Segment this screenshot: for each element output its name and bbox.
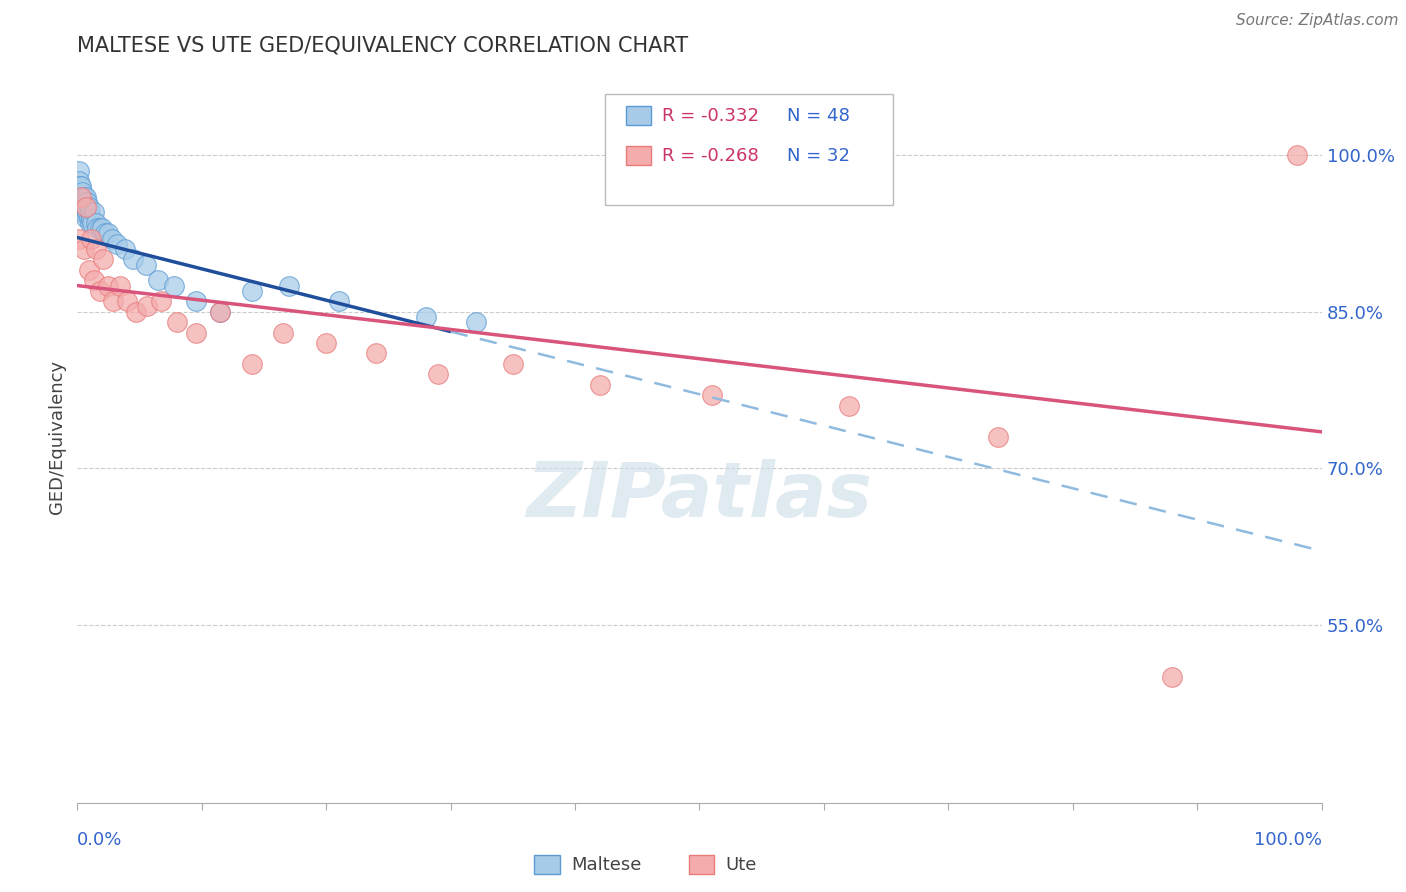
Point xyxy=(502,357,524,371)
Point xyxy=(76,194,98,209)
Point xyxy=(364,346,387,360)
Point xyxy=(700,388,723,402)
Point xyxy=(1285,148,1308,162)
Point xyxy=(240,357,263,371)
Point xyxy=(82,216,104,230)
Point xyxy=(838,399,860,413)
Point xyxy=(77,211,100,225)
Text: 0.0%: 0.0% xyxy=(77,831,122,849)
Point xyxy=(1161,670,1184,684)
Point xyxy=(163,278,186,293)
Point xyxy=(70,179,93,194)
Point xyxy=(209,304,232,318)
Point xyxy=(101,231,124,245)
Point xyxy=(69,179,91,194)
Point xyxy=(77,200,100,214)
Point xyxy=(70,200,93,214)
Point xyxy=(136,300,159,314)
Point xyxy=(184,294,207,309)
Point xyxy=(80,211,103,225)
Point xyxy=(84,242,107,256)
Point xyxy=(415,310,437,324)
Point xyxy=(589,377,612,392)
Point xyxy=(464,315,486,329)
Point xyxy=(79,216,101,230)
Point xyxy=(166,315,188,329)
Point xyxy=(91,221,114,235)
Y-axis label: GED/Equivalency: GED/Equivalency xyxy=(48,360,66,514)
Point xyxy=(75,200,97,214)
Point xyxy=(315,336,337,351)
Point xyxy=(122,252,145,267)
Point xyxy=(209,304,232,318)
Point xyxy=(108,278,131,293)
Point xyxy=(72,194,94,209)
Point xyxy=(84,216,107,230)
Text: 100.0%: 100.0% xyxy=(1254,831,1322,849)
Text: N = 48: N = 48 xyxy=(787,107,851,125)
Point xyxy=(67,231,90,245)
Point xyxy=(328,294,350,309)
Point xyxy=(76,205,98,219)
Point xyxy=(72,242,94,256)
Point xyxy=(93,227,115,241)
Point xyxy=(83,273,105,287)
Point xyxy=(149,294,172,309)
Text: MALTESE VS UTE GED/EQUIVALENCY CORRELATION CHART: MALTESE VS UTE GED/EQUIVALENCY CORRELATI… xyxy=(77,36,689,56)
Point xyxy=(80,231,103,245)
Point xyxy=(73,205,96,219)
Point xyxy=(73,194,96,209)
Text: R = -0.268: R = -0.268 xyxy=(662,147,759,165)
Text: Ute: Ute xyxy=(725,856,756,874)
Point xyxy=(135,258,157,272)
Point xyxy=(72,205,94,219)
Point xyxy=(75,211,97,225)
Point xyxy=(70,190,93,204)
Text: Maltese: Maltese xyxy=(571,856,641,874)
Point xyxy=(67,163,90,178)
Point xyxy=(72,190,94,204)
Point xyxy=(103,294,125,309)
Point xyxy=(89,221,111,235)
Point xyxy=(987,430,1010,444)
Point xyxy=(75,200,97,214)
Point xyxy=(271,326,294,340)
Point xyxy=(114,242,136,256)
Point xyxy=(115,294,138,309)
Point xyxy=(75,190,97,204)
Point xyxy=(125,304,148,318)
Point xyxy=(148,273,170,287)
Point xyxy=(427,368,450,382)
Point xyxy=(79,205,101,219)
Point xyxy=(277,278,299,293)
Point xyxy=(86,221,108,235)
Point xyxy=(77,263,100,277)
Point xyxy=(72,205,94,219)
Text: R = -0.332: R = -0.332 xyxy=(662,107,759,125)
Point xyxy=(184,326,207,340)
Point xyxy=(97,227,120,241)
Text: Source: ZipAtlas.com: Source: ZipAtlas.com xyxy=(1236,13,1399,29)
Point xyxy=(105,236,128,251)
Point xyxy=(97,278,120,293)
Point xyxy=(70,190,93,204)
Point xyxy=(72,194,94,209)
Point xyxy=(83,205,105,219)
Point xyxy=(240,284,263,298)
Point xyxy=(67,174,90,188)
Point xyxy=(89,284,111,298)
Point xyxy=(93,252,115,267)
Text: ZIPatlas: ZIPatlas xyxy=(526,458,873,533)
Point xyxy=(69,194,91,209)
Point xyxy=(72,185,94,199)
Point xyxy=(69,190,91,204)
Text: N = 32: N = 32 xyxy=(787,147,851,165)
